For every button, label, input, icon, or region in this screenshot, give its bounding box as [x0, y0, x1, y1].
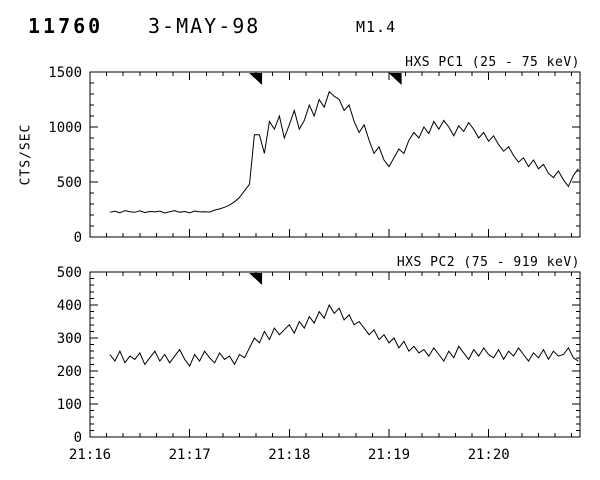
observation-date: 3-MAY-98	[148, 14, 261, 38]
y-tick-label: 200	[57, 364, 82, 380]
x-tick-label: 21:19	[368, 447, 410, 463]
x-tick-label: 21:20	[468, 447, 510, 463]
x-tick-label: 21:17	[169, 447, 211, 463]
axis-ticks	[89, 71, 580, 238]
x-tick-label: 21:16	[69, 447, 111, 463]
axis-ticks	[89, 271, 580, 438]
panel1-title: HXS PC1 (25 - 75 keV)	[405, 55, 580, 70]
flare-time-marker	[249, 273, 263, 285]
y-tick-label: 500	[57, 175, 82, 191]
y-tick-label: 1500	[48, 65, 82, 81]
y-tick-label: 300	[57, 331, 82, 347]
y-axis-title: CTS/SEC	[18, 123, 34, 186]
plot-frame	[89, 71, 581, 238]
y-tick-label: 1000	[48, 120, 82, 136]
y-tick-label: 0	[74, 430, 82, 446]
panel2-title: HXS PC2 (75 - 919 keV)	[396, 255, 580, 270]
series-line	[109, 90, 579, 214]
series-line	[109, 303, 579, 368]
y-tick-label: 500	[57, 265, 82, 281]
flare-number: 11760	[28, 14, 104, 38]
plot-frame	[89, 271, 581, 438]
y-tick-label: 0	[74, 230, 82, 246]
y-tick-label: 100	[57, 397, 82, 413]
goes-class: M1.4	[356, 18, 397, 36]
flare-time-marker	[249, 73, 263, 85]
y-tick-label: 400	[57, 298, 82, 314]
x-tick-label: 21:18	[268, 447, 310, 463]
flare-time-marker	[388, 73, 402, 85]
